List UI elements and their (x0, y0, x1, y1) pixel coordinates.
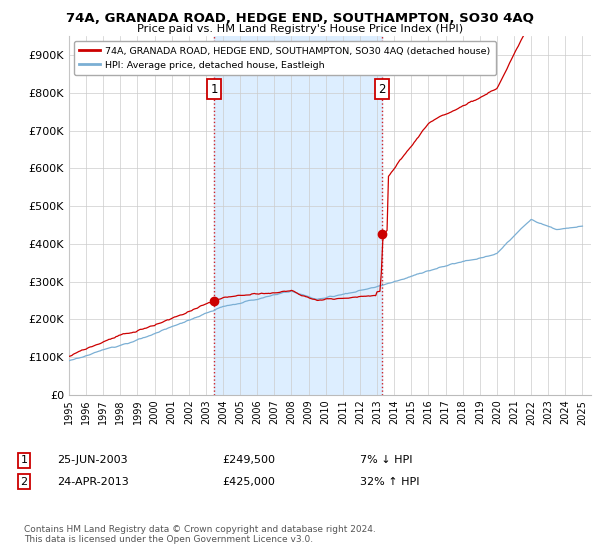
Text: 24-APR-2013: 24-APR-2013 (57, 477, 129, 487)
Text: Price paid vs. HM Land Registry's House Price Index (HPI): Price paid vs. HM Land Registry's House … (137, 24, 463, 34)
Text: 2: 2 (20, 477, 28, 487)
Text: 2: 2 (378, 83, 386, 96)
Text: 25-JUN-2003: 25-JUN-2003 (57, 455, 128, 465)
Legend: 74A, GRANADA ROAD, HEDGE END, SOUTHAMPTON, SO30 4AQ (detached house), HPI: Avera: 74A, GRANADA ROAD, HEDGE END, SOUTHAMPTO… (74, 41, 496, 75)
Text: 1: 1 (211, 83, 218, 96)
Bar (214, 36, 382, 395)
Text: 32% ↑ HPI: 32% ↑ HPI (360, 477, 419, 487)
Text: 1: 1 (20, 455, 28, 465)
Text: 7% ↓ HPI: 7% ↓ HPI (360, 455, 413, 465)
Text: 74A, GRANADA ROAD, HEDGE END, SOUTHAMPTON, SO30 4AQ: 74A, GRANADA ROAD, HEDGE END, SOUTHAMPTO… (66, 12, 534, 25)
Text: £425,000: £425,000 (222, 477, 275, 487)
Text: £249,500: £249,500 (222, 455, 275, 465)
Text: Contains HM Land Registry data © Crown copyright and database right 2024.
This d: Contains HM Land Registry data © Crown c… (24, 525, 376, 544)
